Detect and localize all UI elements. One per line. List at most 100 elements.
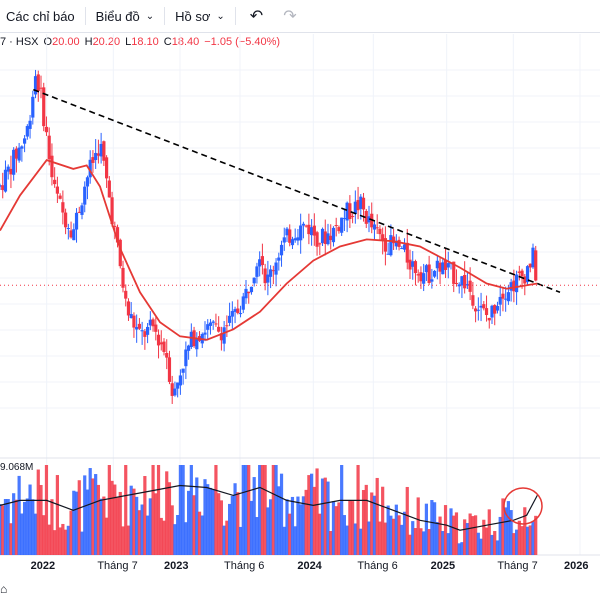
volume-bar	[260, 465, 264, 555]
volume-bar	[233, 483, 237, 555]
volume-bar	[176, 515, 180, 555]
volume-bar	[113, 484, 117, 555]
volume-bar	[219, 500, 223, 555]
volume-bar	[320, 478, 325, 555]
candle-body	[501, 293, 505, 299]
candle-body	[515, 274, 519, 293]
candle-body	[53, 179, 57, 185]
indicators-button[interactable]: Các chỉ báo	[0, 0, 81, 32]
volume-bar	[222, 525, 226, 555]
open-number: 20.00	[52, 36, 80, 48]
chart-type-dropdown[interactable]: Biểu đồ ⌄	[90, 0, 160, 32]
candle-body	[94, 152, 98, 161]
volume-ma-line	[0, 484, 538, 531]
candle-body	[509, 282, 513, 291]
candle-body	[249, 286, 254, 293]
candle-body	[413, 261, 418, 274]
volume-bar	[115, 497, 120, 555]
volume-bar	[361, 490, 366, 555]
candle-body	[121, 267, 125, 288]
candle-body	[238, 313, 243, 315]
volume-bar	[247, 465, 251, 555]
volume-bar	[170, 505, 174, 555]
volume-bar	[129, 485, 133, 555]
volume-bar	[200, 515, 204, 555]
candle-body	[405, 242, 409, 263]
candle-body	[266, 274, 270, 283]
candle-body	[408, 259, 412, 270]
candle-body	[531, 247, 535, 268]
candle-body	[173, 388, 177, 396]
volume-bar	[236, 492, 240, 555]
candle-body	[495, 305, 500, 311]
candle-body	[233, 309, 237, 312]
profile-label: Hồ sơ	[175, 8, 211, 24]
open-key: O	[43, 36, 53, 48]
volume-bar	[271, 465, 275, 555]
low-number: 18.10	[131, 36, 159, 48]
close-number: 18.40	[171, 36, 200, 48]
candle-body	[159, 342, 163, 345]
candle-body	[375, 227, 379, 229]
candle-body	[64, 212, 68, 228]
candle-body	[140, 330, 144, 332]
volume-bar	[318, 513, 322, 555]
volume-bar	[411, 521, 415, 555]
volume-bar	[479, 538, 483, 555]
candle-body	[126, 301, 131, 316]
candle-body	[124, 290, 128, 299]
candle-body	[91, 157, 95, 163]
volume-bar	[132, 488, 136, 555]
undo-icon[interactable]: ↶	[249, 8, 264, 25]
candle-body	[367, 216, 371, 223]
candle-body	[214, 323, 218, 325]
settings-icon[interactable]: ⌂	[0, 582, 8, 596]
volume-bar	[85, 489, 90, 555]
candle-body	[484, 308, 489, 316]
volume-bar	[528, 525, 532, 555]
volume-bar	[446, 533, 450, 555]
candle-body	[315, 232, 319, 247]
volume-bar	[181, 465, 185, 555]
candles	[0, 69, 538, 404]
volume-bar	[443, 505, 448, 555]
candle-body	[258, 259, 262, 267]
volume-bar	[154, 493, 158, 555]
profile-dropdown[interactable]: Hồ sơ ⌄	[169, 0, 231, 32]
candle-body	[359, 196, 363, 209]
volume-bar	[468, 513, 472, 555]
low-key: L	[125, 36, 132, 48]
redo-icon[interactable]: ↷	[283, 8, 297, 25]
candle-body	[167, 357, 172, 382]
candle-body	[113, 225, 117, 227]
candle-body	[340, 217, 344, 233]
volume-bar	[282, 526, 286, 555]
candle-body	[9, 168, 13, 175]
candle-body	[105, 157, 109, 179]
volume-bar	[23, 501, 27, 555]
candle-body	[3, 169, 8, 192]
symbol-label[interactable]: 7 · HSX	[0, 36, 39, 48]
candle-body	[337, 227, 341, 232]
candle-body	[20, 146, 24, 149]
volume-bar	[53, 530, 57, 555]
candle-body	[310, 227, 314, 236]
moving-average-line	[0, 159, 538, 341]
candle-body	[143, 331, 147, 337]
candle-body	[435, 260, 439, 269]
volume-bar	[364, 484, 368, 555]
volume-bar	[28, 484, 32, 555]
volume-bar	[487, 509, 491, 555]
volume-bar	[159, 517, 163, 555]
candle-body	[389, 235, 393, 256]
candle-body	[353, 201, 357, 214]
candle-body	[33, 76, 38, 95]
volume-bar	[438, 516, 442, 555]
candle-body	[331, 227, 336, 243]
volume-bar	[498, 516, 502, 555]
candle-body	[178, 375, 182, 386]
volume-bar	[454, 512, 459, 555]
volume-bar	[419, 528, 423, 555]
candle-body	[416, 274, 420, 276]
